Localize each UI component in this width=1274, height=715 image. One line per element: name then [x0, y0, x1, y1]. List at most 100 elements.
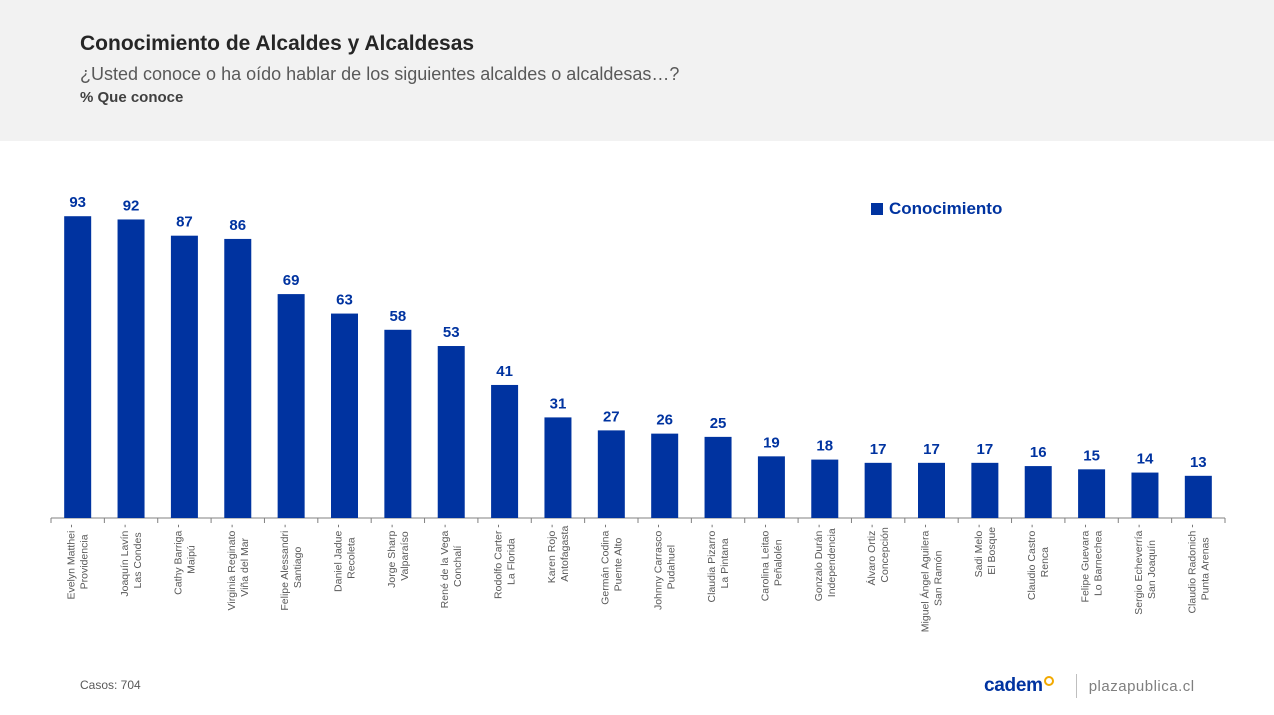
data-label: 63 [336, 292, 353, 309]
data-label: 18 [816, 438, 833, 455]
category-label-line: Evelyn Matthei - [66, 524, 78, 600]
category-label-line: Santiago [292, 547, 304, 589]
category-label-line: Claudio Radonich - [1186, 524, 1198, 614]
category-label: Felipe Alessandri - Santiago [279, 524, 304, 611]
category-label: Germán Codina - Puente Alto [599, 524, 624, 605]
data-label: 17 [870, 441, 887, 458]
category-label-line: Valparaíso [399, 531, 411, 581]
category-label-line: Rodolfo Carter - [493, 524, 505, 599]
data-label: 27 [603, 408, 620, 425]
bar [117, 219, 145, 518]
category-label-line: Peñalolén [772, 539, 784, 586]
data-label: 53 [443, 324, 460, 341]
category-label-line: Joaquín Lavín - [119, 524, 131, 597]
category-label-line: La Florida [506, 538, 518, 585]
bar [384, 329, 412, 518]
category-label: Claudia Pizarro - La Pintana [706, 524, 731, 603]
data-label: 31 [550, 395, 567, 412]
category-label-line: Claudia Pizarro - [706, 524, 718, 603]
category-label-line: Maipú [185, 545, 197, 574]
site-link[interactable]: plazapublica.cl [1088, 677, 1195, 695]
chart-subtitle: ¿Usted conoce o ha oído hablar de los si… [80, 64, 680, 84]
category-label-line: Conchalí [452, 545, 464, 587]
data-label: 41 [496, 363, 513, 380]
brand: cadem plazapublica.cl [984, 674, 1195, 698]
category-label: Jorge Sharp - Valparaíso [386, 524, 411, 588]
category-label-line: Claudio Castro - [1026, 524, 1038, 600]
category-label: Claudio Castro - Renca [1026, 524, 1051, 600]
category-label-line: El Bosque [986, 527, 998, 575]
data-label: 16 [1030, 444, 1047, 461]
bar [651, 433, 679, 518]
data-label: 19 [763, 434, 780, 451]
category-label: Miguel Ángel Aguilera - San Ramón [919, 524, 945, 632]
chart-title: Conocimiento de Alcaldes y Alcaldesas [80, 32, 475, 55]
category-label-line: Puente Alto [612, 538, 624, 592]
bar [811, 459, 839, 518]
category-label-line: Carolina Leitao - [759, 524, 771, 602]
category-label-line: Concepción [879, 527, 891, 583]
category-label: Carolina Leitao - Peñalolén [759, 524, 784, 602]
bar [331, 313, 358, 518]
category-label-line: Independencia [826, 528, 838, 597]
data-label: 17 [977, 441, 994, 458]
data-label: 92 [123, 197, 140, 214]
cadem-logo: cadem [984, 675, 1043, 696]
category-label-line: Sadi Melo - [973, 524, 985, 578]
bar [277, 294, 305, 518]
data-label: 69 [283, 272, 300, 289]
bar [170, 235, 198, 518]
category-label: Evelyn Matthei - Providencia [66, 524, 91, 600]
legend-label: Conocimiento [889, 199, 1003, 218]
data-label: 14 [1137, 451, 1154, 468]
bar [224, 238, 252, 518]
data-label: 13 [1190, 454, 1207, 471]
category-label-line: Lo Barnechea [1093, 531, 1105, 597]
category-label-line: Punta Arenas [1199, 537, 1211, 600]
category-label-line: Daniel Jadue - [333, 524, 345, 592]
category-label-line: Jorge Sharp - [386, 524, 398, 588]
category-label-line: Miguel Ángel Aguilera - [919, 524, 932, 632]
category-label: Rodolfo Carter - La Florida [493, 524, 518, 599]
category-label-line: Sergio Echeverría - [1133, 524, 1145, 615]
category-label-line: Pudahuel [666, 545, 678, 589]
category-label: Gonzalo Durán - Independencia [813, 524, 838, 602]
header-band [0, 0, 1274, 141]
category-label: Álvaro Ortiz - Concepción [865, 524, 891, 586]
bar [1131, 472, 1159, 518]
category-label-line: Felipe Guevara - [1080, 524, 1092, 603]
data-label: 58 [390, 308, 407, 325]
category-label-line: Álvaro Ortiz - [865, 524, 878, 586]
category-label-line: Karen Rojo - [546, 524, 558, 583]
category-label: Joaquín Lavín - Las Condes [119, 524, 144, 597]
legend: Conocimiento [871, 199, 1002, 219]
category-label: Sadi Melo - El Bosque [973, 524, 998, 578]
brand-separator [1075, 674, 1077, 698]
measure-label: % Que conoce [80, 89, 184, 106]
bar-chart: 93 Evelyn Matthei - Providencia 92 Joaquín L… [50, 194, 1226, 632]
category-label: René de la Vega - Conchalí [439, 524, 464, 609]
category-label: Daniel Jadue - Recoleta [333, 524, 358, 592]
category-label-line: René de la Vega - [439, 524, 451, 609]
category-label: Karen Rojo - Antofagasta [546, 524, 571, 583]
bar [437, 346, 465, 518]
category-label: Sergio Echeverría - San Joaquín [1133, 524, 1158, 615]
category-label: Felipe Guevara - Lo Barnechea [1080, 524, 1105, 603]
bar [491, 384, 519, 518]
data-label: 17 [923, 441, 940, 458]
bar [971, 462, 999, 518]
category-label: Claudio Radonich - Punta Arenas [1186, 524, 1211, 614]
category-label-line: Virginia Reginato - [226, 524, 238, 611]
bar [544, 417, 572, 518]
category-label: Johnny Carrasco - Pudahuel [653, 524, 678, 610]
category-label-line: Gonzalo Durán - [813, 524, 825, 602]
bar [1078, 469, 1106, 518]
data-label: 26 [656, 412, 673, 429]
bar [597, 430, 625, 518]
category-label: Cathy Barriga - Maipú [172, 524, 197, 595]
bar [1184, 475, 1212, 518]
category-label-line: Johnny Carrasco - [653, 524, 665, 610]
legend-swatch [871, 203, 883, 215]
category-label-line: Las Condes [132, 532, 144, 588]
bar [704, 436, 732, 518]
